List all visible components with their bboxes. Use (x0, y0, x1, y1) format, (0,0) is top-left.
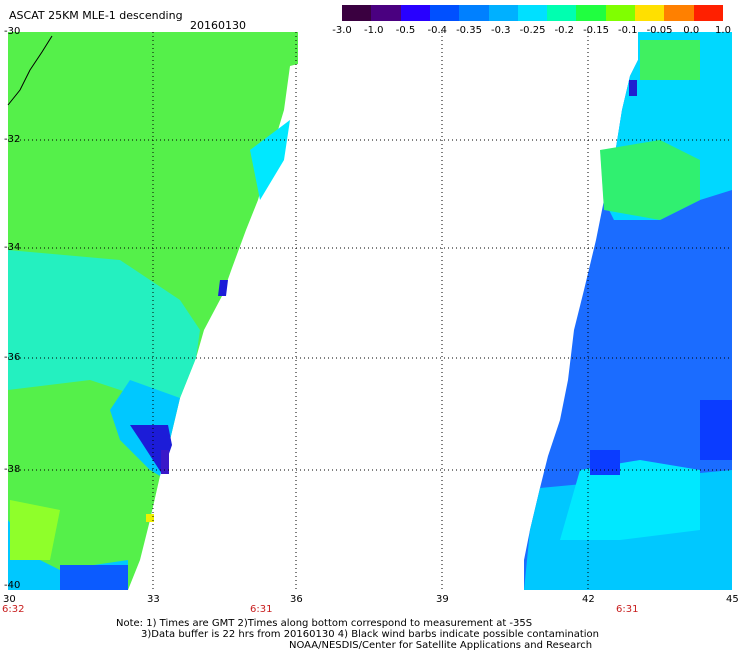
colorbar-segment (488, 5, 519, 21)
y-label: -40 (4, 580, 21, 591)
x-label: 30 (3, 594, 16, 605)
colorbar-tick-label: -0.4 (427, 25, 447, 36)
colorbar-tick-label: -0.35 (456, 25, 482, 36)
colorbar-tick-label: -0.1 (617, 25, 638, 36)
colorbar-segment (400, 5, 431, 21)
time-label: 6:32 (2, 604, 25, 615)
x-label: 42 (582, 594, 595, 605)
colorbar-tick-label: -3.0 (332, 25, 352, 36)
left-swath (8, 32, 298, 590)
colorbar-segment (547, 5, 577, 21)
colorbar-tick-label: -0.15 (583, 25, 609, 36)
colorbar-tick-label: -0.2 (554, 25, 574, 36)
coastline (7, 35, 53, 106)
time-label: 6:31 (616, 604, 639, 615)
map-title: ASCAT 25KM MLE-1 descending (9, 9, 183, 22)
x-label: 36 (290, 594, 303, 605)
grid-lines (8, 32, 732, 592)
colorbar (342, 5, 724, 21)
colorbar-segment (605, 5, 636, 21)
colorbar-tick-label: -0.5 (395, 25, 416, 36)
colorbar-segment (693, 5, 724, 21)
colorbar-tick-label: -0.3 (490, 25, 511, 36)
time-label: 6:31 (250, 604, 273, 615)
y-label: -38 (4, 464, 21, 475)
y-label: -36 (4, 352, 21, 363)
colorbar-tick-label: -0.05 (646, 25, 673, 36)
y-label: -34 (4, 242, 21, 253)
colorbar-segment (459, 5, 490, 21)
colorbar-tick-label: 0.0 (683, 25, 700, 36)
x-label: 39 (436, 594, 449, 605)
y-label: -30 (4, 26, 21, 37)
x-label: 45 (726, 594, 739, 605)
colorbar-tick-label: 1.0 (715, 25, 731, 36)
note-line-3: NOAA/NESDIS/Center for Satellite Applica… (289, 640, 593, 651)
map-date: 20160130 (190, 19, 246, 32)
colorbar-segment (635, 5, 665, 21)
colorbar-segment (664, 5, 695, 21)
colorbar-tick-label: -0.25 (519, 25, 546, 36)
right-swath (524, 32, 732, 590)
colorbar-segment (342, 5, 372, 21)
note-line-1: Note: 1) Times are GMT 2)Times along bot… (116, 618, 533, 629)
colorbar-segment (576, 5, 607, 21)
x-label: 33 (147, 594, 160, 605)
colorbar-tick-label: -1.0 (363, 25, 384, 36)
colorbar-segment (429, 5, 460, 21)
colorbar-segment (371, 5, 402, 21)
y-label: -32 (4, 134, 21, 145)
note-line-2: 3)Data buffer is 22 hrs from 20160130 4)… (141, 629, 599, 640)
colorbar-segment (517, 5, 548, 21)
